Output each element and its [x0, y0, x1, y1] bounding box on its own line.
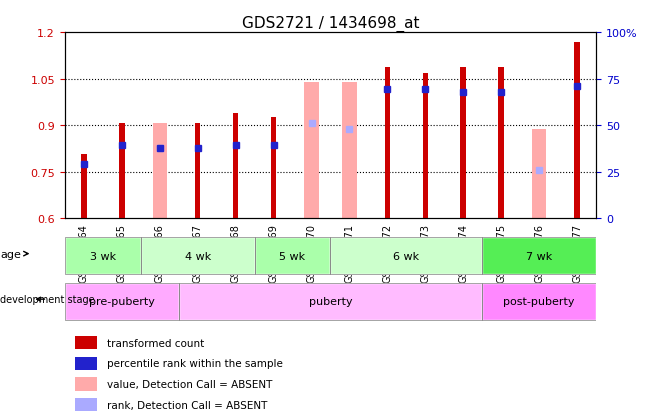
Bar	[305, 83, 319, 219]
Text: puberty: puberty	[308, 297, 353, 306]
FancyBboxPatch shape	[141, 237, 255, 275]
Bar	[233, 114, 238, 219]
Text: 4 wk: 4 wk	[185, 251, 211, 261]
Bar	[255, 237, 330, 275]
Text: value, Detection Call = ABSENT: value, Detection Call = ABSENT	[108, 379, 273, 389]
FancyBboxPatch shape	[255, 237, 330, 275]
Bar	[152, 123, 167, 219]
Bar	[384, 68, 390, 219]
Bar	[271, 117, 277, 219]
FancyBboxPatch shape	[482, 237, 596, 275]
Bar	[482, 283, 596, 320]
Text: 5 wk: 5 wk	[279, 251, 306, 261]
Text: pre-puberty: pre-puberty	[89, 297, 155, 306]
Bar	[75, 398, 97, 411]
Text: 6 wk: 6 wk	[393, 251, 419, 261]
Text: transformed count: transformed count	[108, 338, 205, 348]
Text: 3 wk: 3 wk	[89, 251, 116, 261]
Bar	[422, 74, 428, 219]
Text: percentile rank within the sample: percentile rank within the sample	[108, 358, 283, 368]
FancyBboxPatch shape	[65, 283, 179, 320]
Bar	[179, 283, 482, 320]
Bar	[65, 283, 179, 320]
Bar	[75, 336, 97, 349]
Text: rank, Detection Call = ABSENT: rank, Detection Call = ABSENT	[108, 400, 268, 410]
Bar	[498, 68, 504, 219]
Bar	[75, 357, 97, 370]
Text: 7 wk: 7 wk	[526, 251, 552, 261]
FancyBboxPatch shape	[179, 283, 482, 320]
FancyBboxPatch shape	[330, 237, 482, 275]
Bar	[141, 237, 255, 275]
Title: GDS2721 / 1434698_at: GDS2721 / 1434698_at	[242, 16, 419, 32]
Bar	[81, 155, 87, 219]
FancyBboxPatch shape	[65, 237, 141, 275]
FancyBboxPatch shape	[482, 283, 596, 320]
Bar	[461, 68, 466, 219]
Bar	[65, 237, 141, 275]
Bar	[574, 43, 580, 219]
Text: development stage: development stage	[0, 294, 95, 304]
Text: age: age	[0, 249, 28, 259]
Bar	[195, 123, 200, 219]
Bar	[532, 130, 546, 219]
Text: post-puberty: post-puberty	[503, 297, 575, 306]
Bar	[482, 237, 596, 275]
Bar	[119, 123, 124, 219]
Bar	[330, 237, 482, 275]
Bar	[342, 83, 356, 219]
Bar	[75, 377, 97, 391]
